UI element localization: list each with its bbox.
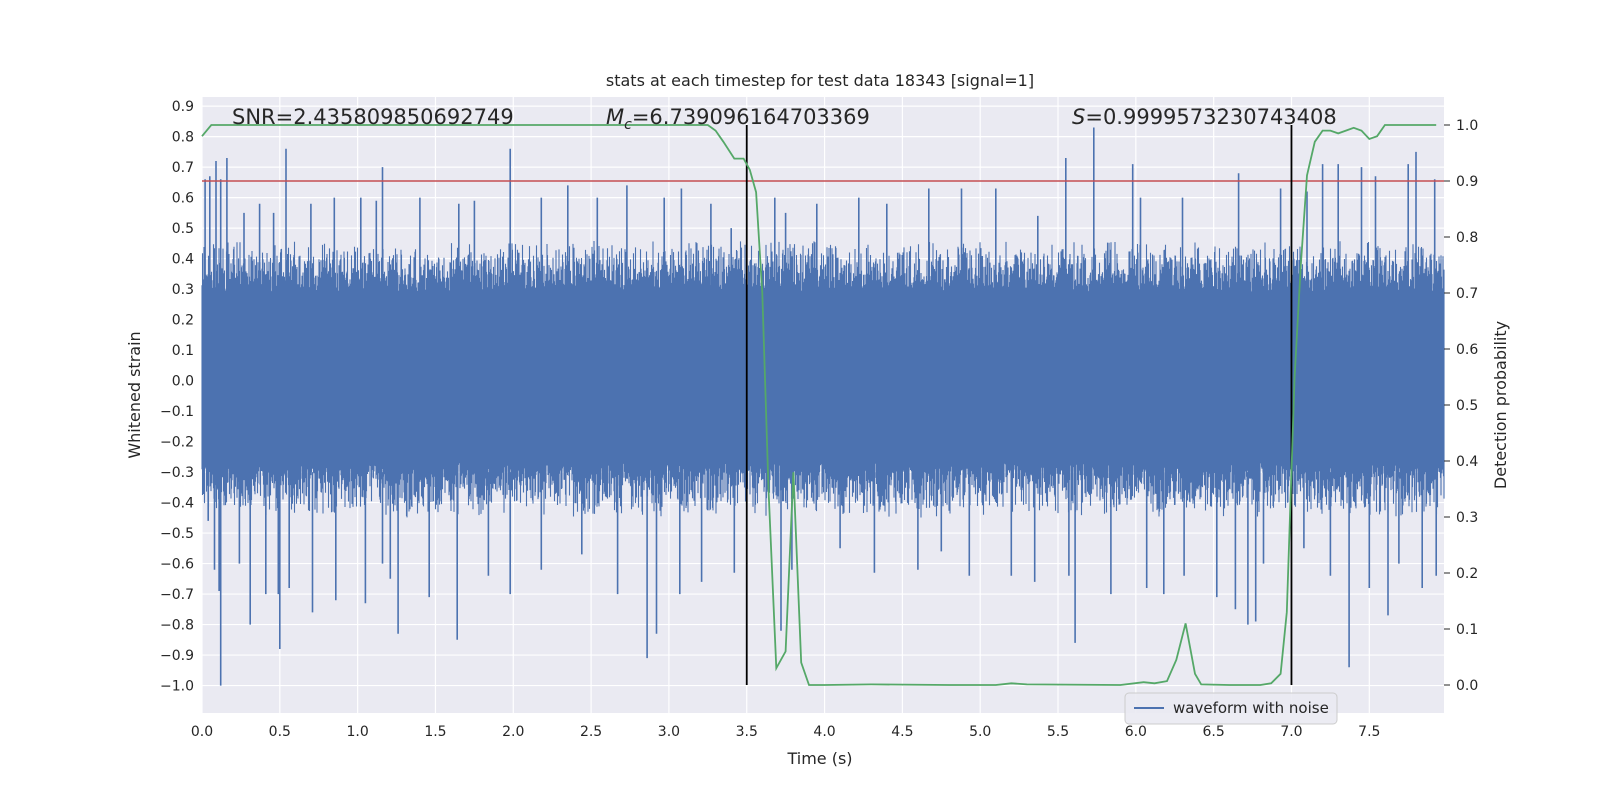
y2-axis-label: Detection probability — [1491, 321, 1510, 489]
detection-probability-line — [201, 124, 1437, 686]
legend: waveform with noise — [1124, 692, 1338, 725]
y-tick-label: −0.9 — [160, 648, 194, 664]
chart-title: stats at each timestep for test data 183… — [606, 71, 1034, 90]
y-tick-label: −0.2 — [160, 435, 194, 451]
y2-tick-label: 0.1 — [1456, 622, 1478, 638]
y-tick-label: 0.4 — [172, 252, 194, 268]
snr-annotation: SNR=2.435809850692749 — [232, 105, 514, 129]
y-tick-label: 0.2 — [172, 313, 194, 329]
y-tick-label: 0.3 — [172, 282, 194, 298]
chirp-mass-subscript: c — [624, 117, 632, 133]
y-tick-label: 0.0 — [172, 374, 194, 390]
y-tick-label: −0.5 — [160, 526, 194, 542]
y-tick-label: 0.8 — [172, 130, 194, 146]
y2-tick-label: 0.0 — [1456, 678, 1478, 694]
y-tick-label: 0.9 — [172, 99, 194, 115]
x-tick-label: 6.5 — [1203, 724, 1225, 740]
chirp-mass-annotation: Mc=6.739096164703369 — [606, 105, 870, 133]
x-tick-label: 2.0 — [502, 724, 524, 740]
y2-tick-label: 0.3 — [1456, 510, 1478, 526]
chirp-mass-value: =6.739096164703369 — [632, 105, 870, 129]
y2-tick-label: 0.2 — [1456, 566, 1478, 582]
y-axis-label: Whitened strain — [125, 331, 144, 458]
y2-tick-label: 0.4 — [1456, 454, 1478, 470]
y-tick-label: −0.7 — [160, 587, 194, 603]
x-tick-label: 3.0 — [658, 724, 680, 740]
y-tick-label: −0.4 — [160, 496, 194, 512]
x-axis-label: Time (s) — [786, 749, 852, 768]
y-tick-label: 0.5 — [172, 221, 194, 237]
x-tick-label: 4.5 — [891, 724, 913, 740]
score-symbol: S — [1072, 105, 1085, 129]
y2-tick-label: 0.6 — [1456, 342, 1478, 358]
legend-label-waveform: waveform with noise — [1173, 699, 1329, 717]
x-tick-label: 2.5 — [580, 724, 602, 740]
y2-tick-label: 0.9 — [1456, 174, 1478, 190]
x-tick-label: 5.0 — [969, 724, 991, 740]
y-tick-label: −0.6 — [160, 557, 194, 573]
y-tick-label: 0.6 — [172, 191, 194, 207]
score-value: =0.9999573230743408 — [1085, 105, 1336, 129]
y2-tick-label: 0.5 — [1456, 398, 1478, 414]
waveform-peaks — [204, 127, 1437, 686]
score-annotation: S=0.9999573230743408 — [1072, 105, 1337, 129]
x-tick-label: 3.5 — [736, 724, 758, 740]
y-tick-label: −0.3 — [160, 465, 194, 481]
x-tick-label: 7.0 — [1280, 724, 1302, 740]
x-tick-label: 0.5 — [269, 724, 291, 740]
x-tick-label: 6.0 — [1125, 724, 1147, 740]
y-tick-label: −0.1 — [160, 404, 194, 420]
x-tick-label: 0.0 — [191, 724, 213, 740]
y-tick-label: 0.1 — [172, 343, 194, 359]
y-tick-label: −1.0 — [160, 679, 194, 695]
x-tick-label: 1.5 — [424, 724, 446, 740]
x-tick-label: 5.5 — [1047, 724, 1069, 740]
x-tick-label: 1.0 — [347, 724, 369, 740]
y-tick-label: 0.7 — [172, 160, 194, 176]
y-tick-label: −0.8 — [160, 618, 194, 634]
legend-box — [1124, 692, 1338, 725]
x-tick-label: 4.0 — [813, 724, 835, 740]
waveform-body — [201, 241, 1445, 518]
y2-tick-label: 0.8 — [1456, 230, 1478, 246]
x-tick-label: 7.5 — [1358, 724, 1380, 740]
y2-tick-label: 0.7 — [1456, 286, 1478, 302]
chirp-mass-symbol: M — [606, 105, 624, 129]
y2-tick-label: 1.0 — [1456, 118, 1478, 134]
